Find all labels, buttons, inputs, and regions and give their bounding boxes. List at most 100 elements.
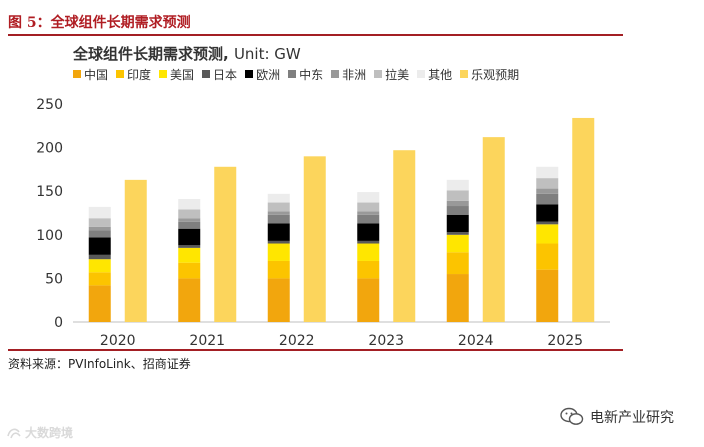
bar-2020-optimistic	[124, 179, 147, 322]
bar-2024-series-5	[446, 206, 469, 215]
bar-2023-series-4	[357, 223, 380, 241]
legend-label-0: 中国	[84, 67, 109, 82]
bar-2020-series-3	[88, 254, 111, 260]
bar-2024-optimistic	[482, 137, 505, 322]
bar-2023-series-6	[357, 211, 380, 215]
figure-label: 图 5：全球组件长期需求预测	[8, 15, 191, 31]
brand-logo-icon	[7, 428, 21, 438]
bar-2021-series-8	[178, 199, 201, 210]
legend-swatch-3	[202, 70, 211, 78]
bar-2025-series-2	[536, 224, 559, 244]
y-tick-label-250: 250	[36, 97, 63, 113]
y-tick-label-150: 150	[36, 184, 63, 200]
legend-swatch-8	[417, 70, 426, 78]
legend-label-1: 印度	[127, 67, 152, 82]
x-tick-label-2020: 2020	[100, 333, 136, 349]
bar-2023-series-2	[357, 243, 380, 261]
legend-item-8: 其他	[417, 66, 452, 83]
bar-2021-series-0	[178, 278, 201, 322]
legend-item-4: 欧洲	[245, 66, 280, 83]
bar-2023-series-8	[357, 192, 380, 203]
chart-title: 全球组件长期需求预测, Unit: GW	[73, 43, 301, 64]
legend-label-2: 美国	[170, 67, 195, 82]
legend-item-0: 中国	[73, 66, 108, 83]
bar-2021-optimistic	[214, 166, 237, 322]
bar-2020-series-4	[88, 237, 111, 255]
bar-2022-series-1	[267, 260, 290, 279]
legend-item-3: 日本	[202, 66, 237, 83]
bar-2025-series-4	[536, 204, 559, 222]
legend-swatch-2	[159, 70, 168, 78]
bar-2021-series-1	[178, 262, 201, 279]
bar-2021-series-3	[178, 245, 201, 248]
bar-2022-series-6	[267, 211, 290, 215]
y-tick-label-50: 50	[45, 271, 63, 287]
bar-2024-series-2	[446, 234, 469, 253]
bar-2025-series-3	[536, 221, 559, 225]
legend-label-7: 拉美	[385, 67, 410, 82]
x-tick-label-2022: 2022	[279, 333, 315, 349]
x-tick-label-2025: 2025	[547, 333, 583, 349]
bar-2021-series-4	[178, 228, 201, 246]
y-tick-label-0: 0	[54, 315, 63, 331]
chart-unit-label: Unit: GW	[233, 45, 301, 63]
figure-footer: 资料来源：PVInfoLink、招商证券	[8, 349, 623, 371]
bar-2020-series-1	[88, 272, 111, 286]
bar-2022-series-2	[267, 243, 290, 261]
bar-2020-series-7	[88, 218, 111, 227]
bar-2025-series-1	[536, 243, 559, 270]
legend-item-2: 美国	[159, 66, 194, 83]
bar-2020-series-6	[88, 226, 111, 231]
bar-2020-series-5	[88, 230, 111, 238]
figure-header: 图 5：全球组件长期需求预测	[8, 12, 623, 36]
legend-swatch-9	[460, 70, 469, 78]
bar-2023-series-1	[357, 260, 380, 279]
legend-label-6: 非洲	[342, 67, 367, 82]
legend-swatch-5	[288, 70, 297, 78]
bar-2025-series-7	[536, 178, 559, 189]
bar-2024-series-0	[446, 274, 469, 322]
bar-2023-series-7	[357, 202, 380, 212]
bar-2021-series-7	[178, 209, 201, 219]
x-tick-label-2021: 2021	[189, 333, 225, 349]
legend-swatch-1	[116, 70, 125, 78]
legend-item-9: 乐观预期	[460, 66, 519, 83]
legend-item-6: 非洲	[331, 66, 366, 83]
legend-label-5: 中东	[299, 67, 324, 82]
brand-watermark-text: 大数跨境	[25, 426, 74, 440]
wechat-account-name: 电新产业研究	[590, 410, 674, 426]
bar-2025-series-8	[536, 166, 559, 179]
bar-2022-series-3	[267, 240, 290, 244]
bar-2022-optimistic	[303, 156, 326, 322]
bar-2024-series-3	[446, 232, 469, 235]
brand-watermark: 大数跨境	[6, 424, 73, 441]
bar-2021-series-6	[178, 218, 201, 222]
bar-2023-series-3	[357, 240, 380, 244]
bar-2021-series-5	[178, 221, 201, 229]
bar-2023-series-5	[357, 214, 380, 224]
bar-2022-series-4	[267, 223, 290, 241]
chart-title-text: 全球组件长期需求预测	[73, 45, 224, 63]
legend-swatch-0	[73, 70, 81, 78]
bar-2024-series-8	[446, 179, 469, 191]
bar-2020-series-8	[88, 206, 111, 219]
chart-legend: 中国 印度 美国 日本 欧洲 中东 非洲 拉美 其他 乐观预期	[73, 66, 527, 82]
bar-2025-series-5	[536, 193, 559, 205]
bar-2025-optimistic	[572, 117, 595, 323]
bar-2024-series-4	[446, 214, 469, 233]
legend-item-1: 印度	[116, 66, 151, 83]
legend-swatch-4	[245, 70, 254, 78]
legend-label-3: 日本	[213, 67, 238, 82]
y-tick-label-200: 200	[36, 141, 63, 157]
bar-2021-series-2	[178, 247, 201, 263]
legend-swatch-7	[374, 70, 383, 78]
bar-2023-series-0	[357, 278, 380, 322]
bar-2024-series-6	[446, 200, 469, 207]
wechat-icon	[560, 407, 584, 425]
bar-2025-series-0	[536, 269, 559, 322]
bar-2022-series-8	[267, 193, 290, 203]
legend-swatch-6	[331, 70, 340, 78]
legend-item-7: 拉美	[374, 66, 409, 83]
wechat-watermark: 电新产业研究	[560, 407, 674, 427]
